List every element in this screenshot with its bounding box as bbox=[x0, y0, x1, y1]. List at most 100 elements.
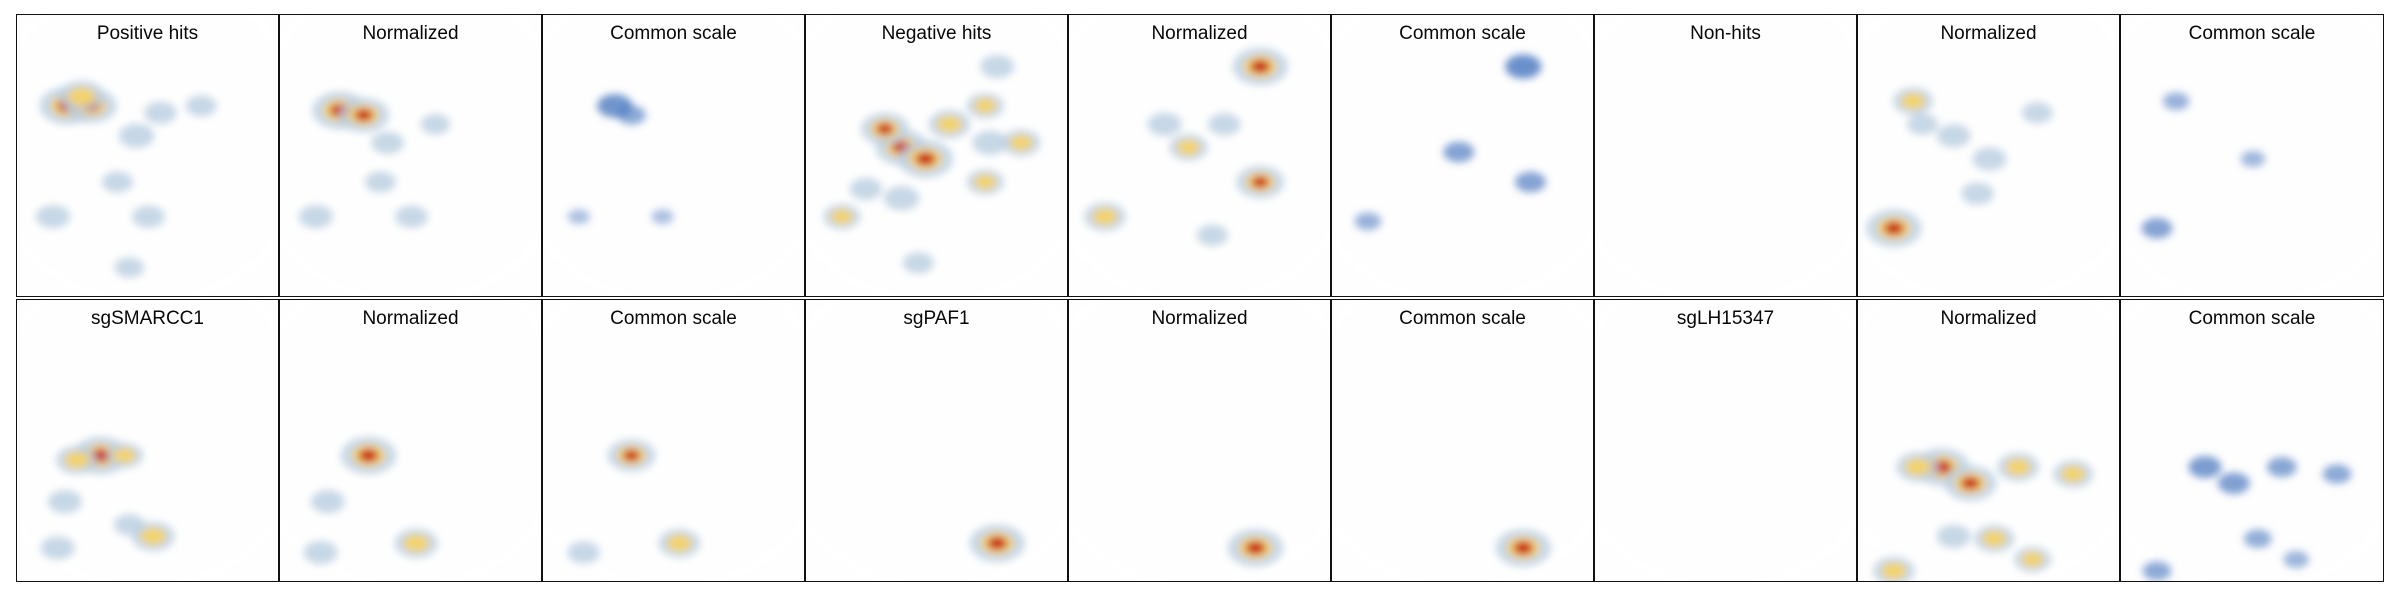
cell-map-region bbox=[1989, 233, 2007, 249]
cell-map-region bbox=[445, 173, 470, 199]
panel-title: Common scale bbox=[610, 308, 737, 329]
density-hotspot bbox=[974, 174, 997, 190]
density-map bbox=[35, 58, 244, 278]
density-halo bbox=[47, 490, 82, 514]
cell-map-region bbox=[674, 233, 692, 249]
panel-row-1: Positive hits Normalized Common scale Negat… bbox=[16, 14, 2384, 297]
density-peak bbox=[358, 448, 379, 463]
panel-title: Normalized bbox=[1940, 308, 2037, 329]
density-map bbox=[1866, 58, 2085, 273]
cell-map-region bbox=[1641, 362, 1822, 464]
density-halo bbox=[113, 514, 145, 536]
cell-map-region bbox=[1115, 362, 1296, 464]
cell-map-region bbox=[1760, 173, 1785, 199]
cell-map-region bbox=[1878, 492, 1909, 521]
density-hotspot bbox=[2283, 550, 2309, 568]
cell-map-region bbox=[1089, 492, 1120, 521]
cell-map-region bbox=[1515, 343, 1537, 361]
cell-map-region bbox=[1726, 518, 1744, 534]
density-hotspot bbox=[1982, 530, 2007, 547]
cell-map-region bbox=[1387, 472, 1403, 486]
density-hotspot bbox=[2142, 561, 2172, 581]
cell-map-region bbox=[937, 518, 955, 534]
panel-title: Normalized bbox=[362, 308, 459, 329]
density-hotspot bbox=[1881, 562, 1907, 580]
cell-map-region bbox=[563, 492, 594, 521]
density-peak bbox=[1961, 476, 1980, 490]
cell-map-region bbox=[72, 472, 88, 486]
cell-map-region bbox=[1955, 256, 1977, 273]
density-halo bbox=[420, 114, 451, 135]
density-hotspot bbox=[666, 534, 692, 552]
cell-map-region bbox=[1935, 180, 1958, 198]
density-halo bbox=[310, 490, 345, 514]
density-halo bbox=[980, 54, 1015, 79]
panel-title: Negative hits bbox=[881, 23, 992, 44]
density-hotspot bbox=[64, 451, 90, 469]
density-hotspot bbox=[567, 209, 591, 225]
cell-map-region bbox=[1409, 465, 1432, 483]
density-halo bbox=[902, 252, 934, 274]
density-hotspot bbox=[617, 105, 646, 125]
cell-map-region bbox=[708, 458, 733, 484]
cell-map-region bbox=[971, 458, 996, 484]
cell-map-region bbox=[1146, 465, 1169, 483]
cell-map-region bbox=[114, 541, 136, 558]
cell-map-region bbox=[1615, 207, 1646, 236]
cell-map-region bbox=[148, 233, 166, 249]
cell-map-region bbox=[2167, 77, 2349, 179]
density-map bbox=[2141, 58, 2349, 273]
panel-title: Common scale bbox=[1399, 308, 1526, 329]
cell-map-region bbox=[463, 58, 485, 76]
cell-map-region bbox=[121, 449, 179, 520]
cell-map-region bbox=[2176, 187, 2193, 201]
density-map bbox=[1089, 343, 1296, 567]
density-peak bbox=[1513, 541, 1534, 555]
panel-title: Common scale bbox=[610, 23, 737, 44]
density-hotspot bbox=[1092, 208, 1118, 225]
cell-map-region bbox=[708, 173, 733, 199]
density-map bbox=[563, 343, 770, 564]
density-hotspot bbox=[1514, 171, 1546, 193]
density-halo bbox=[1936, 524, 1971, 548]
density-peak bbox=[1251, 176, 1269, 188]
cell-map-region bbox=[910, 449, 968, 520]
density-panel: Normalized bbox=[279, 14, 542, 297]
density-hotspot bbox=[1443, 141, 1475, 163]
density-panel: sgLH15347 bbox=[1594, 299, 1857, 582]
density-hotspot bbox=[2188, 456, 2222, 479]
density-map bbox=[1615, 58, 1822, 273]
cell-map-region bbox=[1352, 492, 1383, 521]
cell-map-region bbox=[335, 187, 351, 201]
density-halo bbox=[364, 171, 396, 193]
density-hotspot bbox=[2217, 472, 2250, 494]
density-halo bbox=[114, 257, 145, 278]
density-map bbox=[826, 343, 1033, 562]
density-map bbox=[1873, 343, 2094, 581]
cell-map-region bbox=[1778, 58, 1800, 76]
density-panel: Normalized bbox=[1068, 299, 1331, 582]
cell-map-region bbox=[1463, 233, 1481, 249]
density-halo bbox=[883, 186, 920, 211]
density-panel: Positive hits bbox=[16, 14, 279, 297]
density-peak bbox=[915, 152, 936, 166]
panel-title: Normalized bbox=[362, 23, 459, 44]
cell-map-region bbox=[1378, 362, 1559, 464]
cell-map-region bbox=[1429, 256, 1451, 273]
cell-map-region bbox=[463, 343, 485, 361]
density-halo bbox=[185, 95, 217, 117]
cell-map-region bbox=[1124, 187, 1140, 201]
panel-title: sgSMARCC1 bbox=[91, 308, 204, 329]
density-panel: Common scale bbox=[1331, 299, 1594, 582]
cell-map-region bbox=[2225, 449, 2283, 520]
density-map bbox=[300, 343, 507, 565]
cell-map-region bbox=[1699, 164, 1757, 235]
cell-map-region bbox=[647, 449, 705, 520]
density-hotspot bbox=[113, 448, 136, 463]
density-panel: Common scale bbox=[542, 299, 805, 582]
cell-map-region bbox=[989, 343, 1011, 361]
cell-map-region bbox=[200, 343, 222, 361]
density-peak bbox=[622, 449, 641, 462]
cell-map-region bbox=[852, 362, 1033, 464]
panel-title: Common scale bbox=[2188, 308, 2316, 329]
